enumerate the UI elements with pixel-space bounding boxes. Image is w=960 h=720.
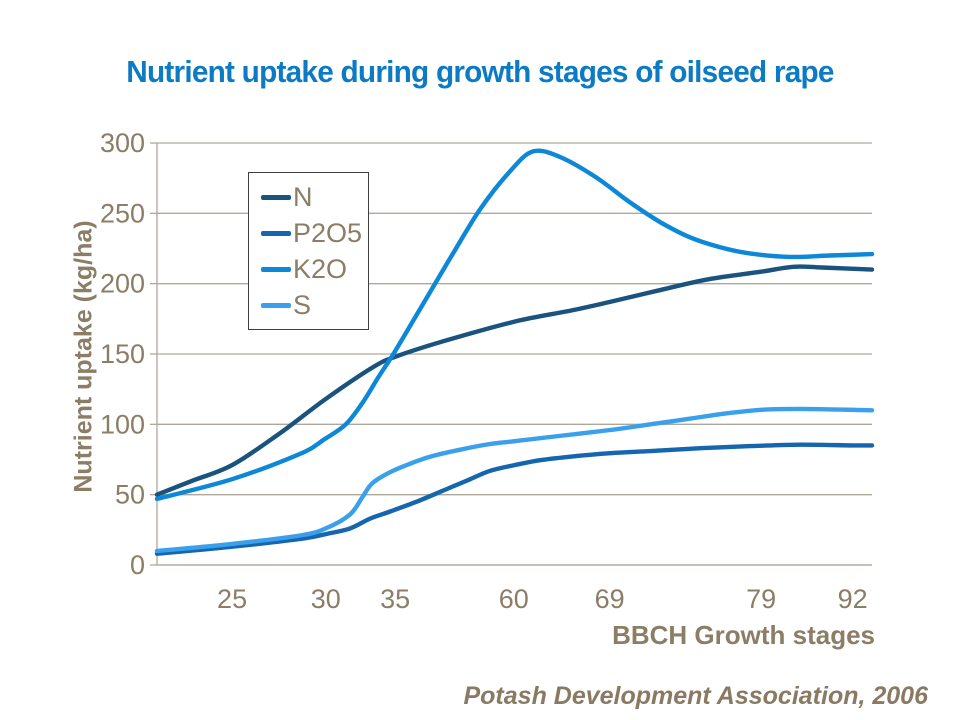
y-tick-label: 200: [100, 269, 145, 299]
legend-line-swatch: [261, 230, 291, 236]
legend-label: K2O: [293, 253, 348, 284]
y-tick-label: 0: [130, 550, 145, 580]
y-tick-label: 50: [115, 480, 145, 510]
legend-label: P2O5: [293, 217, 363, 248]
x-tick-label-60: 60: [499, 584, 529, 614]
series-line-s: [154, 406, 875, 554]
series-line-p2o5: [154, 442, 875, 556]
legend-line-swatch: [261, 194, 291, 200]
x-tick-label-69: 69: [595, 584, 625, 614]
y-tick-label: 150: [100, 339, 145, 369]
x-tick-label-35: 35: [380, 584, 410, 614]
legend-label: N: [293, 181, 313, 212]
legend-item-p2o5: P2O5: [261, 217, 368, 248]
chart-legend: N P2O5 K2O S: [248, 172, 369, 330]
legend-label: S: [293, 289, 312, 320]
x-axis-title: BBCH Growth stages: [612, 620, 875, 650]
x-tick-label-79: 79: [746, 584, 776, 614]
series-line-k2o: [154, 148, 875, 502]
legend-item-s: S: [261, 289, 368, 320]
y-tick-label: 100: [100, 409, 145, 439]
y-tick-label: 250: [100, 198, 145, 228]
legend-item-n: N: [261, 181, 368, 212]
x-tick-label-25: 25: [217, 584, 247, 614]
y-tick-label: 300: [100, 128, 145, 158]
x-tick-label-30: 30: [311, 584, 341, 614]
legend-line-swatch: [261, 302, 291, 308]
series-line-n: [154, 264, 875, 497]
attribution-text: Potash Development Association, 2006: [463, 682, 928, 710]
legend-line-swatch: [261, 266, 291, 272]
legend-item-k2o: K2O: [261, 253, 368, 284]
chart-title: Nutrient uptake during growth stages of …: [126, 54, 834, 89]
x-tick-label-92: 92: [838, 584, 868, 614]
y-axis-title: Nutrient uptake (kg/ha): [69, 220, 98, 493]
